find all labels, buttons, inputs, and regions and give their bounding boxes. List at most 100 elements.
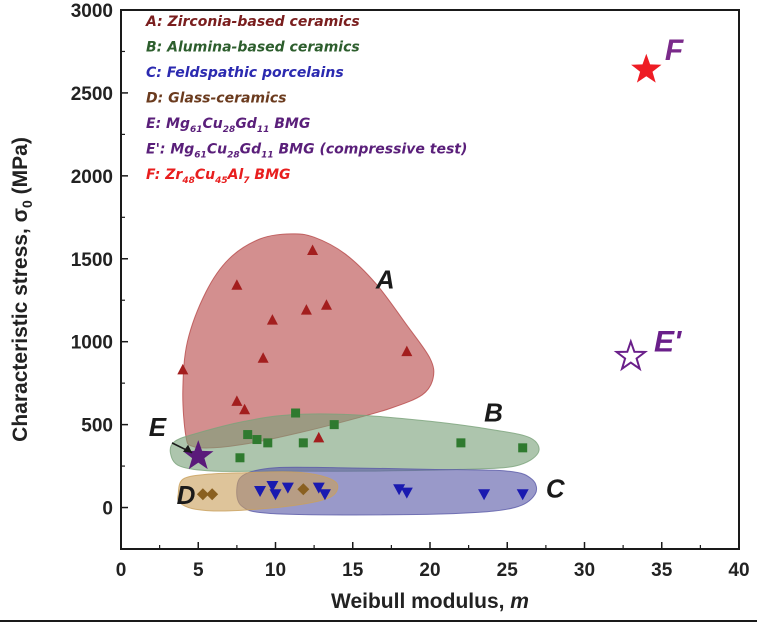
label-a: A — [375, 265, 395, 295]
legend-entry-text: Gd — [235, 116, 257, 132]
x-tick-label: 30 — [574, 560, 595, 581]
point-c-6 — [318, 489, 331, 501]
legend-entry-text: 11 — [257, 125, 270, 135]
y-axis-title-subscript: 0 — [19, 200, 35, 208]
legend-entry-text: D: Glass-ceramics — [146, 91, 286, 107]
legend-entry-text: 28 — [223, 125, 236, 135]
legend-entry-text: 61 — [194, 151, 207, 161]
point-c-5 — [312, 482, 325, 494]
legend-entry-text: A: Zirconia-based ceramics — [145, 14, 360, 30]
point-a-5 — [257, 352, 269, 363]
label-b: B — [484, 397, 503, 427]
data-points — [171, 53, 662, 501]
legend-entry-text: 45 — [214, 176, 228, 186]
footer-rule — [0, 620, 757, 622]
y-tick-label: 2500 — [71, 84, 113, 105]
point-b-7 — [329, 420, 339, 430]
legend-entry-text: BMG — [250, 167, 291, 183]
label-e: E — [149, 412, 167, 442]
e-pointer-arrowhead — [183, 444, 193, 453]
legend-entry-1: A: Zirconia-based ceramics — [145, 14, 360, 30]
legend-entry-text: 61 — [190, 125, 203, 135]
x-tick-label: 15 — [342, 560, 364, 581]
point-b-6 — [298, 438, 308, 448]
point-a-10 — [320, 299, 332, 310]
point-d-1 — [196, 488, 209, 501]
legend-entry-text: B: Alumina-based ceramics — [146, 40, 360, 56]
point-b-2 — [243, 430, 253, 440]
point-a-9 — [313, 431, 325, 443]
point-b-9 — [518, 443, 528, 453]
legend-entry-text: 48 — [181, 176, 195, 186]
label-d: D — [177, 480, 196, 510]
legend-entry-text: 7 — [243, 176, 250, 186]
legend-entry-text: E': Mg — [146, 142, 194, 158]
point-e-1 — [183, 440, 214, 470]
point-c-10 — [516, 489, 529, 501]
x-tick-label: 0 — [116, 560, 127, 581]
label-f: F — [665, 34, 684, 67]
legend: A: Zirconia-based ceramics B: Alumina-bas… — [145, 14, 467, 186]
y-tick-label: 0 — [102, 499, 113, 520]
point-c-8 — [400, 487, 413, 499]
y-axis-title-text: Characteristic stress, σ — [9, 208, 32, 442]
point-a-4 — [239, 403, 251, 415]
x-axis-title-text: Weibull modulus, — [331, 590, 510, 613]
point-b-1 — [235, 453, 245, 463]
y-tick-label: 500 — [81, 416, 113, 437]
point-b-5 — [291, 408, 301, 418]
y-tick-label: 3000 — [71, 1, 113, 22]
legend-entry-4: D: Glass-ceramics — [146, 91, 286, 107]
legend-entry-text: Cu — [207, 142, 227, 158]
x-axis-title-var: m — [510, 590, 529, 613]
point-a-7 — [300, 304, 312, 315]
point-b-3 — [252, 435, 262, 445]
x-axis-ticks: 0 5 10 15 20 25 30 35 40 — [116, 542, 750, 581]
legend-entry-text: 11 — [261, 151, 274, 161]
point-c-3 — [269, 489, 282, 501]
legend-entry-5: E: Mg61Cu28Gd11 BMG — [146, 116, 310, 135]
legend-entry-text: Gd — [240, 142, 262, 158]
legend-entry-text: 28 — [227, 151, 240, 161]
x-axis-title: Weibull modulus, m — [331, 590, 529, 613]
y-axis-title: Characteristic stress, σ0 (MPa) — [9, 137, 35, 442]
point-f-1 — [631, 53, 662, 83]
label-c: C — [546, 474, 566, 504]
y-axis-ticks: 0 500 1000 1500 2000 2500 3000 — [71, 1, 128, 520]
x-tick-label: 10 — [265, 560, 286, 581]
point-d-3 — [297, 483, 310, 496]
point-a-11 — [401, 345, 413, 357]
point-a-2 — [231, 279, 243, 290]
legend-entry-text: BMG — [269, 116, 310, 132]
point-a-1 — [177, 363, 189, 375]
legend-entry-text: C: Feldspathic porcelains — [146, 65, 344, 81]
point-e-prime-1 — [613, 338, 648, 372]
point-d-2 — [206, 488, 219, 501]
legend-entry-6: E': Mg61Cu28Gd11 BMG (compressive test) — [146, 142, 467, 161]
region-shapes — [169, 233, 540, 516]
point-b-4 — [263, 438, 273, 448]
label-e-prime: E' — [654, 326, 682, 359]
x-tick-label: 5 — [193, 560, 204, 581]
point-a-8 — [307, 244, 319, 255]
axes: 0 5 10 15 20 25 30 35 40 0 500 1000 1500 2000 2500 300… — [9, 1, 750, 613]
x-tick-label: 20 — [419, 560, 440, 581]
y-tick-label: 1500 — [71, 250, 113, 271]
legend-entry-text: E: Mg — [146, 116, 190, 132]
legend-entry-3: C: Feldspathic porcelains — [146, 65, 344, 81]
x-tick-label: 25 — [497, 560, 519, 581]
region-labels: A B C D E E' F — [149, 34, 684, 510]
point-c-2 — [266, 480, 279, 492]
y-tick-label: 1000 — [71, 333, 113, 354]
y-tick-label: 2000 — [71, 167, 113, 188]
point-a-6 — [266, 314, 278, 325]
y-axis-title-unit: (MPa) — [9, 137, 32, 200]
legend-entry-7: F: Zr48Cu45Al7 BMG — [146, 167, 291, 186]
x-tick-label: 40 — [728, 560, 749, 581]
x-tick-label: 35 — [651, 560, 673, 581]
legend-entry-text: Cu — [203, 116, 223, 132]
point-b-8 — [456, 438, 466, 448]
point-c-7 — [393, 484, 406, 496]
legend-entry-text: BMG (compressive test) — [274, 142, 468, 158]
